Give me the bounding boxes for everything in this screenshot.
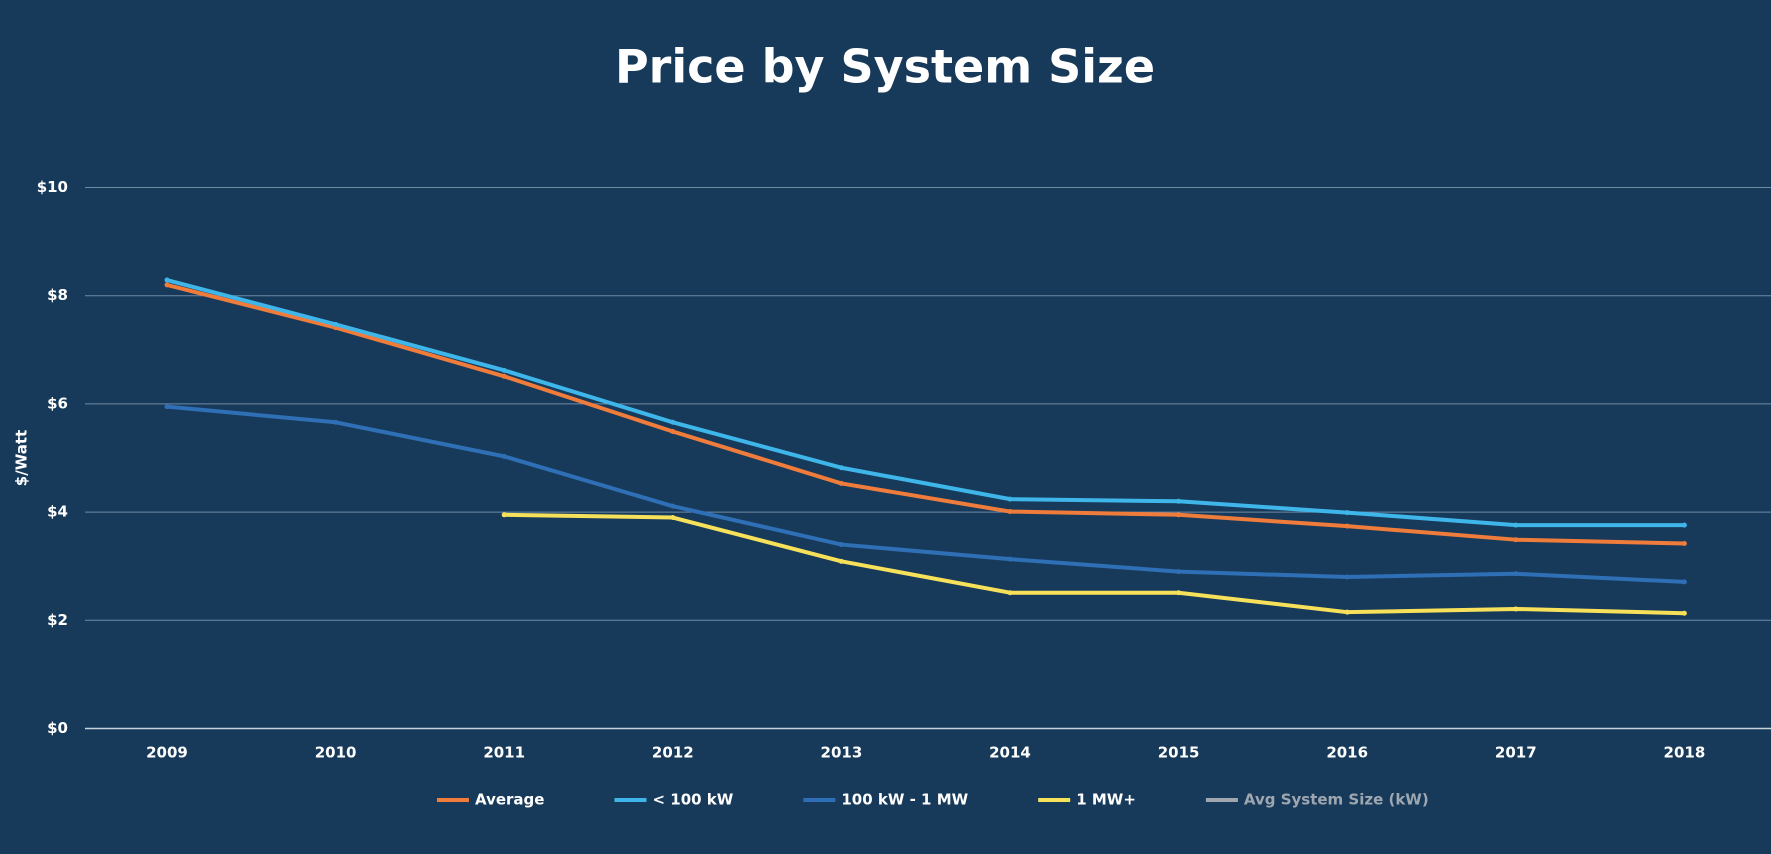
y-tick-label: $4 [47, 503, 68, 521]
point [838, 558, 844, 564]
point [501, 373, 507, 379]
legend-label: 100 kW - 1 MW [841, 791, 968, 809]
point [164, 404, 170, 410]
point [1681, 579, 1687, 585]
point [1007, 509, 1013, 515]
x-tick-label: 2015 [1158, 744, 1200, 762]
point [333, 321, 339, 327]
point [1176, 498, 1182, 504]
point [1681, 610, 1687, 616]
legend-label: Avg System Size (kW) [1244, 791, 1429, 809]
point [1007, 590, 1013, 596]
x-tick-label: 2016 [1326, 744, 1368, 762]
point [501, 367, 507, 373]
y-tick-label: $8 [47, 286, 68, 304]
point [838, 542, 844, 548]
point [1176, 512, 1182, 518]
point [501, 453, 507, 459]
point [838, 465, 844, 471]
point [333, 419, 339, 425]
x-tick-label: 2014 [989, 744, 1031, 762]
point [1176, 590, 1182, 596]
series-line [504, 512, 1685, 616]
x-tick-label: 2010 [315, 744, 357, 762]
y-axis-label: $/Watt [13, 430, 31, 486]
legend-label: < 100 kW [652, 791, 733, 809]
point [1007, 556, 1013, 562]
point [670, 428, 676, 434]
x-tick-label: 2013 [821, 744, 863, 762]
legend-label: Average [475, 791, 544, 809]
x-tick-label: 2012 [652, 744, 694, 762]
y-tick-label: $0 [47, 719, 68, 737]
y-tick-label: $6 [47, 394, 68, 412]
point [1513, 522, 1519, 528]
point [164, 282, 170, 288]
y-tick-label: $10 [37, 178, 68, 196]
point [1176, 569, 1182, 575]
point [670, 515, 676, 521]
series-line [166, 278, 1685, 528]
point [1513, 571, 1519, 577]
x-tick-label: 2011 [483, 744, 525, 762]
chart-title: Price by System Size [615, 40, 1155, 94]
point [501, 512, 507, 518]
point [670, 419, 676, 425]
series-line [166, 282, 1685, 546]
point [1513, 606, 1519, 612]
point [164, 277, 170, 283]
point [1681, 522, 1687, 528]
point [670, 503, 676, 509]
x-tick-label: 2018 [1664, 744, 1706, 762]
point [1007, 496, 1013, 502]
point [1681, 540, 1687, 546]
point [838, 480, 844, 486]
point [1344, 574, 1350, 580]
series-line [166, 404, 1685, 584]
point [1513, 537, 1519, 543]
x-tick-label: 2009 [146, 744, 188, 762]
x-tick-label: 2017 [1495, 744, 1537, 762]
legend-label: 1 MW+ [1076, 791, 1136, 809]
y-tick-label: $2 [47, 611, 68, 629]
point [1344, 523, 1350, 529]
point [1344, 609, 1350, 615]
point [1344, 510, 1350, 516]
